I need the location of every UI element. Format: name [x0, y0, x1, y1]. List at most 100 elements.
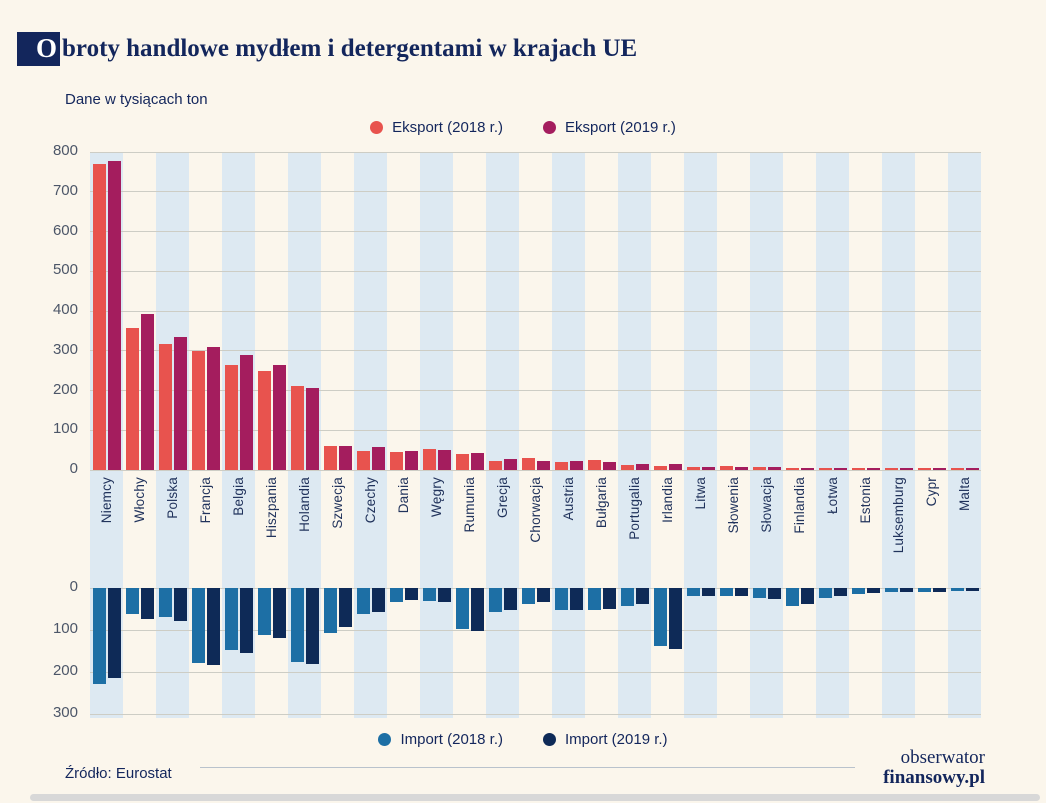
bar-import-2018 [917, 588, 931, 592]
bar-import-2018 [356, 588, 370, 614]
import-bars [288, 588, 321, 718]
export-bars [783, 152, 816, 470]
bar-export-2019 [470, 453, 484, 470]
bar-export-2018 [620, 465, 634, 470]
country-label: Irlandia [660, 477, 675, 523]
import-bars [420, 588, 453, 718]
bar-import-2019 [932, 588, 946, 592]
export-bars [420, 152, 453, 470]
bar-export-2019 [734, 467, 748, 470]
bar-import-2019 [371, 588, 385, 612]
bar-import-2018 [719, 588, 733, 596]
country-label: Finlandia [792, 477, 807, 534]
country-label-cell: Francja [189, 470, 222, 588]
bar-import-2018 [950, 588, 964, 591]
export-bars [651, 152, 684, 470]
bar-export-2018 [224, 365, 238, 470]
export-axis-tick: 300 [52, 340, 78, 358]
bar-export-2018 [191, 351, 205, 470]
import-legend: Import (2018 r.) Import (2019 r.) [0, 731, 1046, 748]
footer-divider [199, 767, 856, 769]
bar-import-2019 [569, 588, 583, 610]
bar-export-2019 [932, 468, 946, 470]
bar-export-2018 [917, 468, 931, 470]
export-bars [354, 152, 387, 470]
export-bars [750, 152, 783, 470]
import-bars [552, 588, 585, 718]
bar-export-2019 [371, 447, 385, 470]
bar-import-2018 [257, 588, 271, 635]
horizontal-scrollbar[interactable] [30, 794, 1040, 801]
country-column: Szwecja [321, 152, 354, 718]
country-label: Grecja [495, 477, 510, 518]
bar-export-2019 [833, 468, 847, 470]
bar-import-2019 [206, 588, 220, 665]
country-label: Słowenia [726, 477, 741, 534]
import-bars [453, 588, 486, 718]
bar-import-2019 [833, 588, 847, 596]
country-label: Węgry [429, 477, 444, 518]
country-label-cell: Holandia [288, 470, 321, 588]
country-label: Chorwacja [528, 477, 543, 543]
bar-export-2018 [752, 467, 766, 470]
country-column: Francja [189, 152, 222, 718]
export-axis-tick: 400 [52, 301, 78, 318]
bar-import-2018 [554, 588, 568, 610]
import-bars [321, 588, 354, 718]
bar-import-2018 [224, 588, 238, 650]
country-label-cell: Słowenia [717, 470, 750, 588]
country-column: Austria [552, 152, 585, 718]
bar-import-2018 [455, 588, 469, 629]
footer: Źródło: Eurostat obserwator finansowy.pl [65, 748, 985, 788]
export-axis-tick: 100 [52, 420, 78, 438]
import-bars [486, 588, 519, 718]
country-column: Irlandia [651, 152, 684, 718]
country-label-cell: Dania [387, 470, 420, 588]
bar-import-2019 [668, 588, 682, 649]
country-label: Luksemburg [891, 477, 906, 554]
export-bars [486, 152, 519, 470]
country-label-cell: Malta [948, 470, 981, 588]
country-label-cell: Czechy [354, 470, 387, 588]
export-bars [123, 152, 156, 470]
import-bars [354, 588, 387, 718]
legend-item-import-2018: Import (2018 r.) [378, 731, 503, 748]
bar-import-2019 [140, 588, 154, 619]
bar-import-2019 [536, 588, 550, 602]
country-label-cell: Słowacja [750, 470, 783, 588]
country-label: Niemcy [99, 477, 114, 524]
import-bars [750, 588, 783, 718]
country-column: Hiszpania [255, 152, 288, 718]
bar-import-2018 [290, 588, 304, 662]
bar-export-2018 [521, 458, 535, 470]
country-column: Łotwa [816, 152, 849, 718]
export-bars [618, 152, 651, 470]
bar-export-2019 [206, 347, 220, 470]
country-column: Holandia [288, 152, 321, 718]
country-column: Litwa [684, 152, 717, 718]
country-label: Portugalia [627, 477, 642, 540]
import-axis-tick: 100 [52, 620, 78, 637]
bar-import-2019 [470, 588, 484, 631]
country-label-cell: Portugalia [618, 470, 651, 588]
legend-item-import-2019: Import (2019 r.) [543, 731, 668, 748]
bar-export-2018 [356, 451, 370, 470]
bar-import-2019 [866, 588, 880, 593]
bar-import-2019 [503, 588, 517, 610]
import-axis-tick: 200 [52, 662, 78, 679]
export-bars [849, 152, 882, 470]
country-column: Chorwacja [519, 152, 552, 718]
title-initial-block: O [17, 32, 61, 66]
bar-export-2019 [107, 161, 121, 470]
bar-export-2018 [422, 449, 436, 470]
export-bars [552, 152, 585, 470]
import-bars [882, 588, 915, 718]
bar-export-2019 [635, 464, 649, 470]
country-column: Niemcy [90, 152, 123, 718]
chart-subtitle: Dane w tysiącach ton [65, 91, 208, 108]
export-2018-dot [370, 121, 384, 134]
bar-import-2019 [965, 588, 979, 591]
export-bars [222, 152, 255, 470]
source-note: Źródło: Eurostat [65, 765, 172, 783]
